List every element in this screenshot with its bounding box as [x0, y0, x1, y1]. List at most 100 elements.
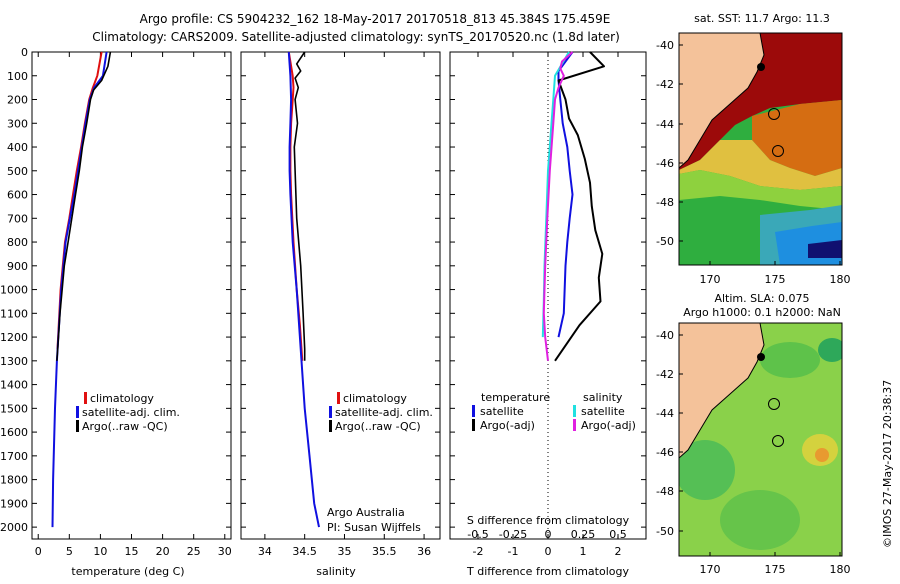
- sst-light-green-band: [679, 170, 842, 210]
- header-line-1: Argo profile: CS 5904232_162 18-May-2017…: [140, 12, 611, 26]
- axis-ticks: 0 5 10 15 20 25 300100200300400500600700800900…: [0, 46, 646, 558]
- sst-lat-tick-label: -40: [656, 39, 674, 52]
- sst-lon-tick-label: 180: [830, 273, 851, 286]
- x-tick-label: 15: [125, 545, 139, 558]
- sla-west-patch: [679, 440, 735, 500]
- s-diff-tick-label: -0.25: [499, 528, 527, 541]
- series-line-argo-raw-qc: [293, 51, 306, 361]
- credit-organisation: Argo Australia: [327, 506, 405, 519]
- x-tick-label: 34.5: [292, 545, 317, 558]
- x-tick-label: 10: [93, 545, 107, 558]
- legend-swatch-climatology: [337, 392, 340, 404]
- imos-timestamp: ©IMOS 27-May-2017 20:38:37: [881, 380, 894, 548]
- depth-tick-label: 900: [7, 260, 28, 273]
- legend-swatch-t-satellite: [472, 405, 475, 417]
- depth-tick-label: 1000: [0, 284, 28, 297]
- depth-tick-label: 1600: [0, 426, 28, 439]
- difference-panel-frame: [449, 51, 647, 540]
- x-tick-label: 0: [545, 545, 552, 558]
- legend-label: climatology: [90, 392, 154, 405]
- sst-ring-south: [772, 145, 784, 157]
- sst-lat-tick-label: -46: [656, 157, 674, 170]
- sla-lat-tick-label: -46: [656, 446, 674, 459]
- sst-lat-tick-label: -50: [656, 235, 674, 248]
- sst-lat-tick-label: -44: [656, 118, 674, 131]
- depth-tick-label: 1200: [0, 331, 28, 344]
- temperature-legend: climatology satellite-adj. clim. Argo(..…: [76, 392, 180, 433]
- x-tick-label: -1: [508, 545, 519, 558]
- legend-label: satellite: [581, 405, 625, 418]
- depth-tick-label: 1500: [0, 402, 28, 415]
- sla-south-patch: [720, 490, 800, 550]
- sla-landmass: [679, 323, 765, 459]
- legend-swatch-argo: [329, 420, 332, 432]
- sst-map: [679, 33, 842, 265]
- sla-map-title-1: Altim. SLA: 0.075: [714, 292, 809, 305]
- legend-label: satellite-adj. clim.: [82, 406, 180, 419]
- depth-tick-label: 300: [7, 117, 28, 130]
- depth-tick-label: 0: [21, 46, 28, 59]
- sst-yellow-band: [679, 140, 842, 190]
- sst-ring-north: [768, 108, 780, 120]
- depth-tick-label: 1300: [0, 355, 28, 368]
- sla-eddy-patch: [818, 338, 842, 362]
- sla-lon-tick-label: 180: [830, 563, 851, 576]
- s-difference-axis-label: S difference from climatology: [467, 514, 630, 527]
- depth-tick-label: 1700: [0, 450, 28, 463]
- sla-lat-tick-label: -42: [656, 368, 674, 381]
- depth-tick-label: 1900: [0, 497, 28, 510]
- x-tick-label: 35.5: [372, 545, 397, 558]
- legend-heading-salinity: salinity: [583, 391, 623, 404]
- s-diff-tick-label: 0.5: [609, 528, 627, 541]
- legend-label: Argo(-adj): [480, 419, 535, 432]
- s-diff-tick-label: -0.5: [467, 528, 488, 541]
- x-tick-label: 20: [156, 545, 170, 558]
- legend-swatch-satellite: [329, 406, 332, 418]
- x-tick-label: 2: [615, 545, 622, 558]
- depth-tick-label: 100: [7, 70, 28, 83]
- legend-label: Argo(..raw -QC): [335, 420, 421, 433]
- depth-tick-label: 800: [7, 236, 28, 249]
- legend-swatch-s-satellite: [573, 405, 576, 417]
- sst-dark-patch: [808, 240, 842, 258]
- sla-lat-tick-label: -40: [656, 329, 674, 342]
- x-tick-label: 35: [337, 545, 351, 558]
- salinity-axis-label: salinity: [316, 565, 356, 578]
- legend-label: climatology: [343, 392, 407, 405]
- depth-tick-label: 500: [7, 165, 28, 178]
- legend-label: Argo(..raw -QC): [82, 420, 168, 433]
- depth-tick-label: 1400: [0, 379, 28, 392]
- depth-tick-label: 700: [7, 212, 28, 225]
- sla-lon-tick-label: 170: [700, 563, 721, 576]
- legend-heading-temperature: temperature: [481, 391, 550, 404]
- sla-low-patch: [760, 342, 820, 378]
- sla-argo-float-marker: [757, 353, 765, 361]
- legend-label: satellite: [480, 405, 524, 418]
- profile-lines: [51, 51, 605, 528]
- sla-lat-tick-label: -48: [656, 485, 674, 498]
- temperature-panel-frame: [31, 51, 232, 540]
- legend-swatch-argo: [76, 420, 79, 432]
- series-line-temperature-satellite: [557, 51, 574, 338]
- sla-ring-north: [768, 398, 780, 410]
- depth-tick-label: 600: [7, 189, 28, 202]
- sla-map: [679, 323, 842, 556]
- sst-lat-tick-label: -48: [656, 196, 674, 209]
- depth-tick-label: 200: [7, 94, 28, 107]
- depth-tick-label: 2000: [0, 521, 28, 534]
- legend-swatch-climatology: [84, 392, 87, 404]
- x-tick-label: 5: [66, 545, 73, 558]
- header-line-2: Climatology: CARS2009. Satellite-adjuste…: [92, 30, 620, 44]
- x-tick-label: 1: [580, 545, 587, 558]
- series-line-salinity-argo-adj: [542, 51, 574, 361]
- sst-landmass: [679, 33, 765, 169]
- t-difference-axis-label: T difference from climatology: [466, 565, 629, 578]
- difference-legend: temperature salinity satellite Argo(-adj…: [472, 391, 636, 432]
- salinity-panel-frame: [240, 51, 441, 540]
- x-tick-label: 36: [417, 545, 431, 558]
- sla-map-frame: [678, 322, 843, 557]
- legend-swatch-s-argo: [573, 419, 576, 431]
- credit-pi: PI: Susan Wijffels: [327, 521, 421, 534]
- series-line-argo-raw-qc: [56, 51, 112, 361]
